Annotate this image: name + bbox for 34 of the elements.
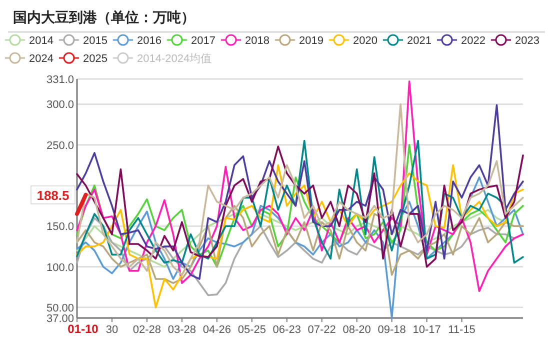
x-tick-label: 11-15 [448,324,476,336]
chart-title: 国内大豆到港（单位：万吨） [13,10,195,26]
y-tick-label: 50.00 [46,302,74,314]
y-tick-label: 37.00 [46,313,74,325]
x-tick-label: 09-18 [378,324,406,336]
x-tick-label: 02-28 [132,324,162,336]
legend-label: 2021 [407,35,432,47]
y-tick-label: 331.0 [46,74,74,86]
legend-label: 2022 [461,35,486,47]
x-tick-label: 03-28 [168,324,196,336]
y-tick-label: 100.0 [46,262,74,274]
legend-label: 2020 [353,35,378,47]
x-tick-label: 30 [106,324,118,336]
x-tick-label: 06-23 [272,324,301,336]
y-tick-label: 150.0 [46,221,74,234]
x-tick-label: 05-25 [238,324,266,336]
legend-label: 2024 [29,53,54,65]
x-tick-label: 08-20 [342,324,371,336]
legend-label: 2016 [137,35,162,47]
x-tick-label: 01-10 [68,322,99,336]
legend-label: 2018 [245,35,270,47]
legend-label: 2025 [83,53,108,65]
legend-label: 2017 [191,35,216,47]
legend-label: 2019 [299,35,324,47]
legend-label: 2014 [29,35,54,47]
legend-label: 2015 [83,35,108,47]
legend-label: 2014-2024均值 [137,53,212,65]
x-tick-label: 07-22 [308,324,336,336]
y-tick-label: 250.0 [46,140,74,152]
data-label: 188.5 [36,188,70,203]
x-tick-label: 10-17 [412,324,441,336]
legend-label: 2023 [515,35,540,47]
x-tick-label: 04-26 [202,324,231,336]
y-tick-label: 300.0 [46,99,74,112]
